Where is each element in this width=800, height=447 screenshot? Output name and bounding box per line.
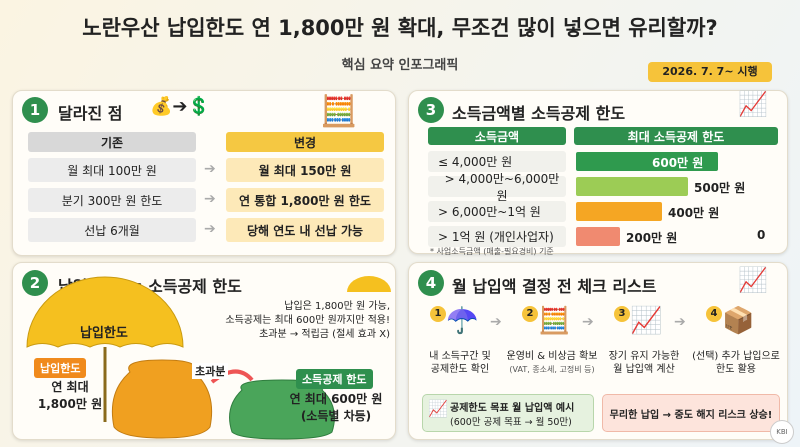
extra-label: 0 (757, 228, 766, 242)
section-number: 4 (418, 270, 444, 296)
arrow: ➔ (490, 314, 502, 330)
subtitle: 핵심 요약 인포그래픽 (341, 58, 459, 73)
step-icon: 📈 (630, 306, 663, 336)
arrow-label: 초과분 (192, 363, 229, 379)
new-cell: 월 최대 150만 원 (226, 158, 384, 182)
income-cell: > 6,000만~1억 원 (428, 201, 566, 222)
icon: 💰➔💲 (150, 96, 210, 117)
step-number: 1 (430, 306, 446, 322)
example-box (422, 394, 594, 432)
date-badge: 2026. 7. 7~ 시행 (648, 62, 772, 82)
step-icon: 📦 (722, 306, 755, 336)
step-sub: (VAT, 종소세, 고정비 등) (509, 365, 595, 374)
icon: 🧮 (320, 94, 358, 129)
old-cell: 선납 6개월 (28, 218, 196, 242)
bar (576, 202, 662, 221)
section-number: 2 (22, 270, 48, 296)
limit-label: 600만 원 (652, 156, 704, 170)
section-number: 3 (418, 97, 444, 123)
step-icon: ☂️ (446, 306, 479, 336)
bar (576, 227, 620, 246)
arrow: ➔ (582, 314, 594, 330)
step-icon: 🧮 (538, 306, 571, 336)
icon: 📈 (738, 90, 768, 118)
arrow: ➔ (204, 191, 216, 207)
arrow: ➔ (674, 314, 686, 330)
example-text: (600만 공제 목표 → 월 50만) (450, 417, 572, 428)
limit-label: 200만 원 (626, 231, 678, 245)
step-text: (선택) 추가 납입으로 한도 활용 (692, 351, 780, 375)
umbrella-label: 납입한도 (80, 326, 128, 341)
header-cell: 기존 (28, 132, 196, 152)
step-text: 내 소득구간 및 공제한도 확인 (429, 351, 491, 375)
arrow: ➔ (204, 221, 216, 237)
badge: 소득공제 한도 (296, 369, 373, 389)
step-number: 3 (614, 306, 630, 322)
income-cell: ≤ 4,000만 원 (428, 151, 566, 172)
left-text: 연 최대 1,800만 원 (37, 380, 103, 411)
section-title: 소득금액별 소득공제 한도 (452, 104, 626, 123)
limit-label: 400만 원 (668, 206, 720, 220)
illustration (26, 276, 391, 440)
limit-label: 500만 원 (694, 181, 746, 195)
new-cell: 연 통합 1,800만 원 한도 (226, 188, 384, 212)
note: 납입은 1,800만 원 가능, 소득공제는 최대 600만 원까지만 적용! … (225, 301, 390, 340)
footnote: * 사업소득금액 (매출-필요경비) 기준 (430, 247, 554, 256)
icon: 📈 (738, 266, 768, 294)
step-text: 장기 유지 가능한 월 납입액 계산 (608, 351, 680, 375)
bar (576, 152, 718, 171)
step-text: 운영비 & 비상금 확보 (506, 351, 598, 362)
income-cell: > 4,000만~6,000만 원 (428, 172, 566, 203)
section-title: 달라진 점 (58, 104, 123, 123)
old-cell: 분기 300만 원 한도 (28, 188, 196, 212)
example-title: 공제한도 목표 월 납입액 예시 (450, 403, 575, 414)
title: 노란우산 납입한도 연 1,800만 원 확대, 무조건 많이 넣으면 유리할까… (82, 16, 718, 40)
icon: 📈 (428, 399, 448, 418)
badge: 납입한도 (34, 358, 87, 378)
arrow: ➔ (204, 161, 216, 177)
bar (576, 177, 688, 196)
right-text: 연 최대 600만 원 (소득별 차등) (289, 392, 383, 423)
old-cell: 월 최대 100만 원 (28, 158, 196, 182)
header-cell: 소득금액 (428, 127, 566, 145)
step-number: 2 (522, 306, 538, 322)
section-number: 1 (22, 97, 48, 123)
header-cell: 최대 소득공제 한도 (574, 127, 778, 145)
warning: 무리한 납입 → 중도 해지 리스크 상승! (602, 394, 780, 432)
step-number: 4 (706, 306, 722, 322)
new-cell: 당해 연도 내 선납 가능 (226, 218, 384, 242)
header-cell: 변경 (226, 132, 384, 152)
logo: KBI (770, 420, 794, 444)
income-cell: > 1억 원 (개인사업자) (428, 226, 566, 247)
section-title: 월 납입액 결정 전 체크 리스트 (452, 277, 657, 296)
